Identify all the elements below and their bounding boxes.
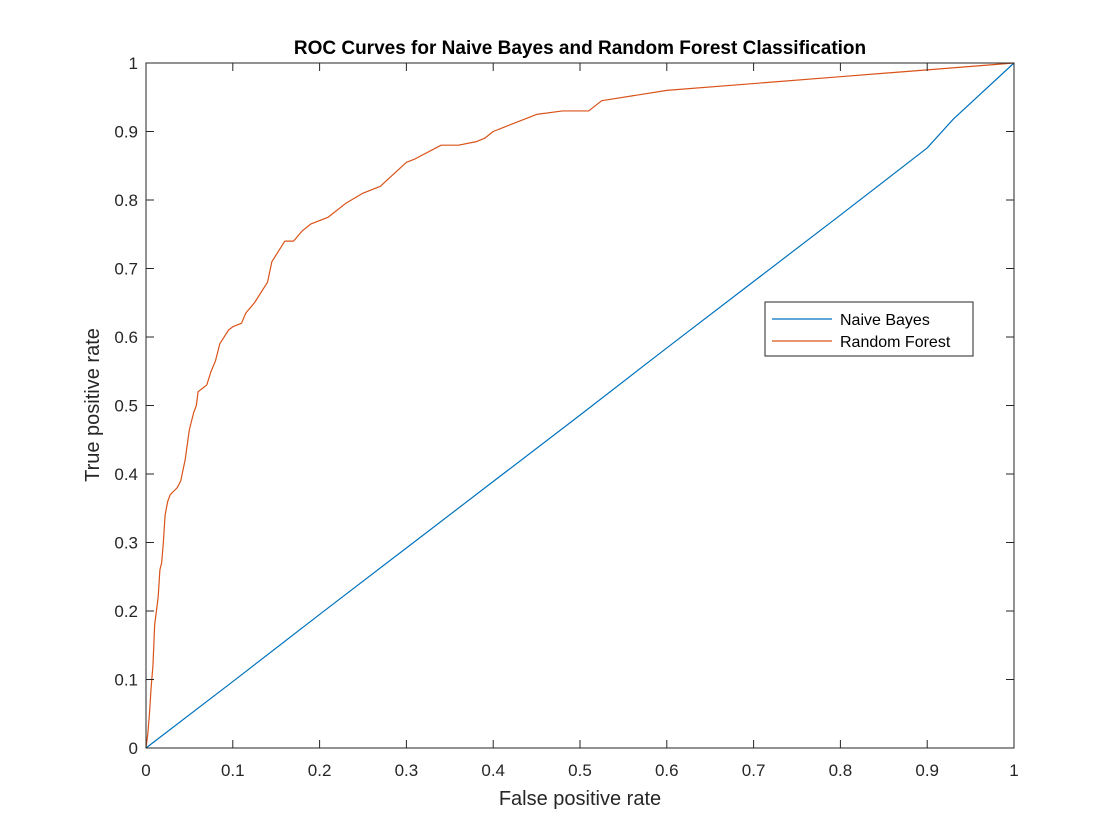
y-tick-label: 0.8 (114, 191, 138, 210)
legend-label-naive-bayes: Naive Bayes (840, 312, 930, 329)
y-tick-label: 0.1 (114, 671, 138, 690)
x-tick-label: 0.9 (915, 761, 939, 780)
x-tick-label: 0.7 (742, 761, 766, 780)
series-line-naive-bayes (145, 62, 1015, 749)
y-tick-label: 0.7 (114, 260, 138, 279)
x-tick-label: 0.5 (568, 761, 592, 780)
x-tick-label: 0.8 (829, 761, 853, 780)
series-line-random-forest (145, 62, 1015, 749)
x-tick-label: 0 (141, 761, 150, 780)
x-axis-label: False positive rate (499, 788, 661, 810)
legend-box (764, 301, 974, 357)
y-tick-label: 0.2 (114, 602, 138, 621)
x-tick-label: 0.6 (655, 761, 679, 780)
x-tick-label: 0.3 (395, 761, 419, 780)
y-tick-label: 0.3 (114, 534, 138, 553)
plot-area (146, 63, 1014, 748)
y-tick-label: 0.6 (114, 328, 138, 347)
series-layer (145, 62, 1015, 749)
x-tick-label: 0.2 (308, 761, 332, 780)
y-tick-label: 0.5 (114, 397, 138, 416)
legend[interactable]: Naive Bayes Random Forest (764, 301, 974, 357)
y-axis-label: True positive rate (82, 328, 104, 482)
tick-layer: 0 0.1 0.2 0.3 0.4 0.5 0.6 0.7 0.8 0.9 1 0 0.1 0.2 0.3 0… (114, 54, 1018, 780)
y-tick-label: 0.4 (114, 465, 138, 484)
x-tick-label: 0.4 (481, 761, 505, 780)
chart-title: ROC Curves for Naive Bayes and Random Fo… (294, 38, 866, 59)
legend-label-random-forest: Random Forest (840, 334, 951, 351)
y-tick-label: 0 (129, 739, 138, 758)
y-tick-label: 0.9 (114, 123, 138, 142)
x-tick-label: 0.1 (221, 761, 245, 780)
x-tick-label: 1 (1009, 761, 1018, 780)
y-tick-label: 1 (129, 54, 138, 73)
